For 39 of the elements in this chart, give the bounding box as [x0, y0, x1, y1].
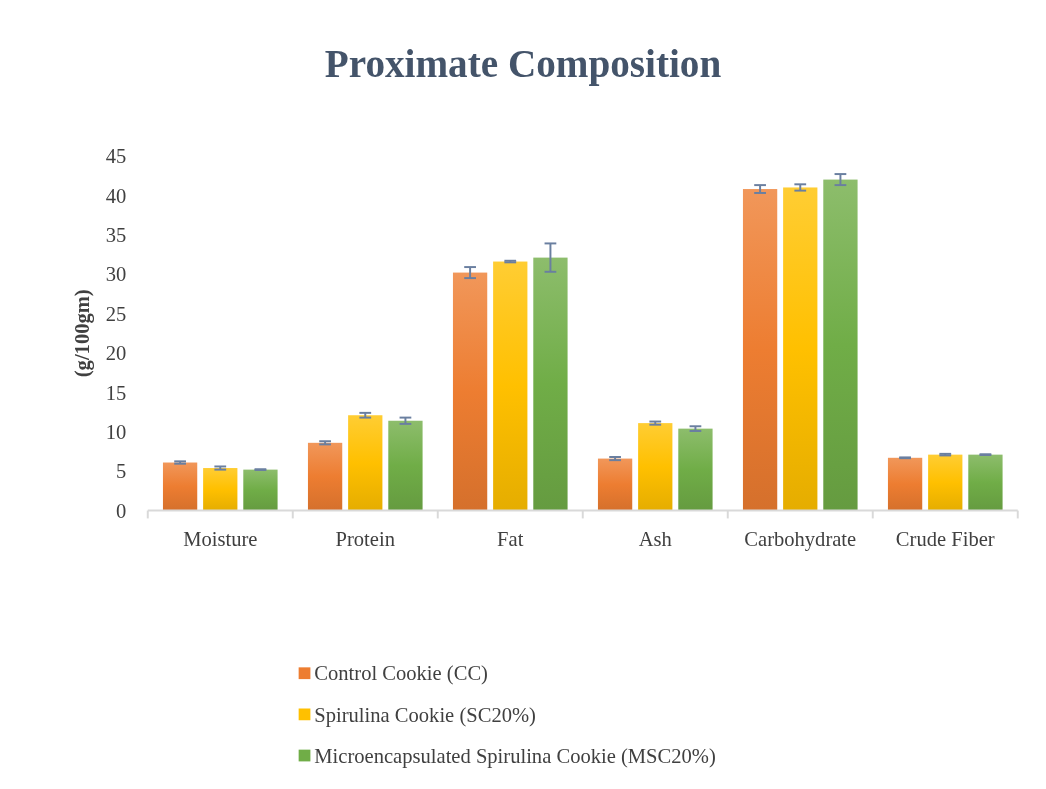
- bar: [203, 468, 238, 511]
- chart-title: Proximate Composition: [324, 41, 722, 86]
- y-tick-label: 5: [115, 460, 127, 483]
- y-tick-label: 20: [105, 342, 127, 365]
- bar: [887, 457, 923, 511]
- bar: [388, 420, 423, 511]
- x-tick-label: Ash: [638, 527, 673, 550]
- x-tick-label: Crude Fiber: [895, 527, 995, 550]
- bar: [823, 179, 858, 511]
- y-tick-label: 40: [105, 184, 127, 207]
- bar: [533, 257, 568, 511]
- x-tick-label: Moisture: [183, 527, 258, 550]
- bar: [597, 458, 633, 511]
- legend-label: Control Cookie (CC): [314, 662, 488, 686]
- y-tick-label: 10: [105, 420, 127, 443]
- x-tick-label: Fat: [497, 527, 524, 550]
- legend-label: Spirulina Cookie (SC20%): [314, 703, 536, 727]
- x-tick-label: Protein: [335, 527, 395, 550]
- y-axis-title: (g/100gm): [70, 289, 94, 378]
- bar: [348, 415, 383, 511]
- legend-label: Microencapsulated Spirulina Cookie (MSC20%): [314, 744, 716, 768]
- y-tick-label: 45: [105, 145, 127, 168]
- bar: [638, 423, 673, 511]
- y-tick-label: 35: [105, 223, 127, 246]
- bar: [678, 428, 713, 511]
- bar: [742, 189, 778, 511]
- bar: [307, 442, 343, 511]
- bar: [243, 469, 278, 511]
- bar: [928, 454, 963, 511]
- y-tick-label: 0: [115, 499, 127, 522]
- bar: [162, 462, 198, 511]
- x-tick-label: Carbohydrate: [744, 527, 857, 551]
- bar: [968, 454, 1003, 511]
- bar: [452, 272, 488, 511]
- bar: [783, 187, 818, 511]
- y-tick-label: 30: [105, 263, 127, 286]
- y-tick-label: 15: [105, 381, 127, 404]
- y-tick-label: 25: [105, 302, 127, 325]
- bar: [493, 261, 528, 511]
